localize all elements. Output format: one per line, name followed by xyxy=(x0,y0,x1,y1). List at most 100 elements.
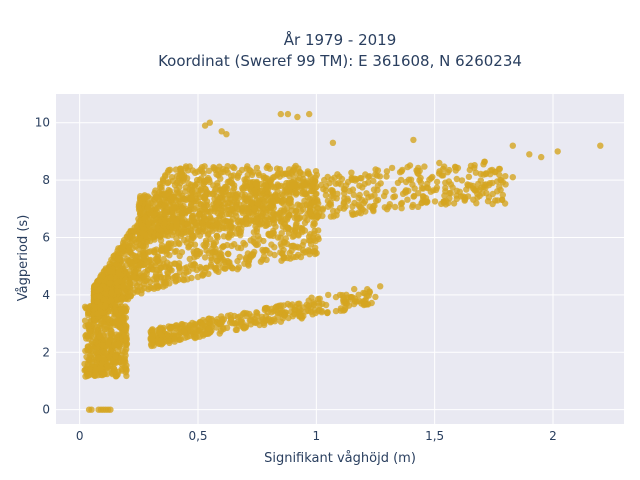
data-point xyxy=(284,110,292,118)
data-point xyxy=(441,192,448,199)
data-point xyxy=(340,299,347,306)
data-point xyxy=(172,166,180,173)
data-point xyxy=(108,327,115,335)
data-point xyxy=(145,283,153,291)
data-point xyxy=(423,184,430,191)
data-point xyxy=(126,282,133,290)
data-point xyxy=(554,148,561,155)
data-point xyxy=(155,203,163,210)
data-point xyxy=(289,313,296,320)
data-point xyxy=(442,184,449,192)
data-point xyxy=(446,166,453,174)
data-point xyxy=(225,206,232,214)
data-point xyxy=(370,177,377,185)
data-point xyxy=(207,263,215,270)
data-point xyxy=(325,291,332,299)
data-point xyxy=(217,321,224,328)
data-point xyxy=(183,206,190,213)
chart-title: År 1979 - 2019 xyxy=(284,30,397,49)
data-point xyxy=(203,330,211,337)
data-point xyxy=(310,230,318,238)
data-point xyxy=(398,168,405,175)
data-point xyxy=(312,168,320,175)
data-point xyxy=(289,233,296,240)
data-point xyxy=(388,164,396,172)
data-point xyxy=(226,192,233,199)
data-point xyxy=(489,190,496,198)
data-point xyxy=(97,365,104,372)
data-point xyxy=(94,298,101,305)
data-point xyxy=(473,186,480,193)
data-point xyxy=(138,290,145,297)
data-point xyxy=(183,220,191,228)
data-point xyxy=(260,253,268,260)
data-point xyxy=(495,165,503,173)
data-point xyxy=(299,175,307,183)
data-point xyxy=(212,245,219,253)
data-point xyxy=(136,199,143,206)
x-tick-label: 2 xyxy=(549,429,557,443)
data-point xyxy=(316,210,323,217)
data-point xyxy=(224,169,231,176)
data-point xyxy=(233,201,240,208)
data-point xyxy=(310,181,317,189)
x-axis-label: Signifikant våghöjd (m) xyxy=(264,451,416,466)
data-point xyxy=(95,354,102,362)
data-point xyxy=(285,225,292,232)
data-point xyxy=(115,256,122,263)
data-point xyxy=(103,290,110,297)
data-point xyxy=(201,122,209,129)
data-point xyxy=(89,338,96,345)
data-point xyxy=(445,178,453,185)
data-point xyxy=(270,220,278,227)
data-point xyxy=(165,167,172,174)
data-point xyxy=(281,206,288,213)
data-point xyxy=(253,164,261,172)
data-point xyxy=(258,213,265,220)
data-point xyxy=(280,255,287,262)
data-point xyxy=(91,372,99,379)
data-point xyxy=(188,181,195,188)
data-point xyxy=(197,186,204,194)
data-point xyxy=(358,175,365,182)
data-point xyxy=(332,307,340,315)
data-point xyxy=(305,302,312,310)
data-point xyxy=(209,317,216,324)
data-point xyxy=(360,200,367,207)
data-point xyxy=(180,328,188,336)
data-point xyxy=(305,237,313,244)
data-point xyxy=(409,201,417,209)
data-point xyxy=(187,241,195,248)
data-point xyxy=(276,166,284,173)
data-point xyxy=(294,113,301,121)
data-point xyxy=(255,171,263,179)
data-point xyxy=(377,180,384,187)
data-point xyxy=(215,268,222,275)
data-point xyxy=(502,173,509,180)
data-point xyxy=(169,193,176,201)
data-point xyxy=(177,336,185,343)
data-point xyxy=(226,228,234,236)
data-point xyxy=(487,171,494,178)
data-point xyxy=(496,171,503,179)
data-point xyxy=(225,250,232,258)
data-point xyxy=(195,211,203,218)
data-point xyxy=(213,171,220,178)
data-point xyxy=(194,228,202,235)
data-point xyxy=(404,196,411,203)
data-point xyxy=(372,293,379,301)
x-tick-label: 0,5 xyxy=(188,429,207,443)
data-point xyxy=(366,203,373,210)
data-point xyxy=(372,166,379,173)
data-point xyxy=(214,180,221,187)
data-point xyxy=(306,208,314,215)
data-point xyxy=(107,406,114,413)
data-point xyxy=(241,241,249,248)
data-point xyxy=(139,230,146,237)
data-point xyxy=(290,166,297,174)
y-tick-label: 6 xyxy=(42,230,50,244)
data-point xyxy=(291,306,298,313)
data-point xyxy=(118,262,126,269)
data-point xyxy=(342,305,349,312)
data-point xyxy=(308,188,316,195)
